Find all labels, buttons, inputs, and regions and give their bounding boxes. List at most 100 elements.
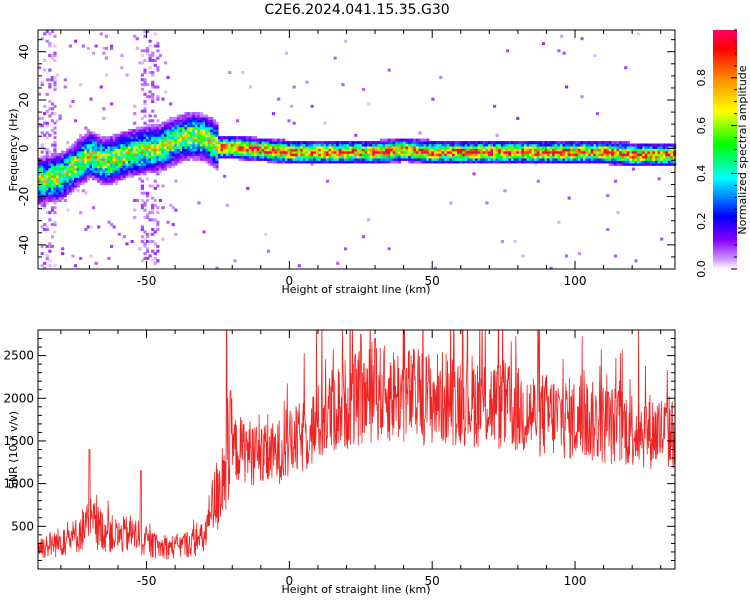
- spectrogram-cell: [436, 145, 440, 149]
- spectrogram-cell: [182, 153, 186, 157]
- spectrogram-cell: [125, 153, 129, 157]
- spectrogram-cell: [390, 138, 394, 142]
- spectrogram-cell: [521, 143, 525, 147]
- spectrogram-cell: [146, 153, 150, 157]
- spectrogram-cell: [43, 179, 47, 183]
- spectrogram-cell: [269, 153, 273, 157]
- spectrogram-cell: [133, 143, 137, 147]
- spectrogram-cell: [305, 80, 309, 84]
- spectrogram-cell: [156, 170, 160, 174]
- spectrogram-cell: [215, 266, 219, 270]
- spectrogram-cell: [153, 138, 157, 142]
- spectrogram-cell: [151, 150, 155, 154]
- spectrogram-cell: [228, 141, 232, 145]
- spectrogram-cell: [156, 129, 160, 133]
- spectrogram-cell: [156, 97, 160, 101]
- spectrogram-cell: [485, 155, 489, 159]
- spectrogram-cell: [112, 143, 116, 147]
- spectrogram-cell: [238, 141, 242, 145]
- spectrogram-cell: [292, 145, 296, 149]
- spectrogram-cell: [320, 143, 324, 147]
- spectrogram-cell: [511, 155, 515, 159]
- spectrogram-cell: [575, 160, 579, 164]
- spectrogram-cell: [171, 121, 175, 125]
- spectrogram-cell: [169, 143, 173, 147]
- spectrogram-cell: [138, 155, 142, 159]
- spectrogram-cell: [207, 153, 211, 157]
- spectrogram-cell: [166, 220, 170, 224]
- spectrogram-cell: [621, 155, 625, 159]
- spectrogram-cell: [179, 145, 183, 149]
- spectrogram-cell: [626, 143, 630, 147]
- spectrogram-cell: [71, 172, 75, 176]
- spectrogram-cell: [66, 179, 70, 183]
- spectrogram-cell: [158, 199, 162, 203]
- spectrogram-cell: [151, 208, 155, 212]
- spectrogram-cell: [421, 150, 425, 154]
- spectrogram-cell: [140, 143, 144, 147]
- spectrogram-cell: [351, 145, 355, 149]
- spectrogram-cell: [572, 150, 576, 154]
- spectrogram-cell: [428, 153, 432, 157]
- spectrogram-cell: [467, 155, 471, 159]
- spectrogram-cell: [637, 157, 641, 161]
- spectrogram-cell: [446, 141, 450, 145]
- spectrogram-cell: [554, 150, 558, 154]
- spectrogram-cell: [148, 184, 152, 188]
- spectrogram-cell: [192, 153, 196, 157]
- spectrogram-cell: [45, 131, 49, 135]
- spectrogram-cell: [207, 143, 211, 147]
- spectrogram-cell: [79, 256, 83, 260]
- spectrogram-cell: [500, 148, 504, 152]
- spectrogram-cell: [133, 160, 137, 164]
- spectrogram-cell: [297, 143, 301, 147]
- spectrogram-cell: [140, 138, 144, 142]
- spectrogram-cell: [102, 172, 106, 176]
- spectrogram-cell: [156, 259, 160, 263]
- spectrogram-cell: [467, 148, 471, 152]
- spectrogram-cell: [179, 121, 183, 125]
- spectrogram-cell: [207, 136, 211, 140]
- spectrogram-cell: [176, 133, 180, 137]
- spectrogram-cell: [238, 136, 242, 140]
- spectrogram-cell: [194, 119, 198, 123]
- spectrogram-cell: [104, 141, 108, 145]
- spectrogram-cell: [135, 167, 139, 171]
- spectrogram-cell: [164, 126, 168, 130]
- spectrogram-cell: [495, 145, 499, 149]
- spectrogram-cell: [53, 184, 57, 188]
- spectrogram-cell: [86, 177, 90, 181]
- spectrogram-cell: [454, 160, 458, 164]
- spectrogram-cell: [611, 153, 615, 157]
- spectrogram-cell: [279, 145, 283, 149]
- spectrogram-cell: [544, 148, 548, 152]
- spectrogram-cell: [50, 54, 55, 58]
- spectrogram-cell: [292, 150, 296, 154]
- spectrogram-cell: [621, 145, 625, 149]
- spectrogram-cell: [156, 126, 160, 130]
- spectrogram-cell: [81, 182, 85, 186]
- spectrogram-cell: [84, 153, 88, 157]
- spectrogram-cell: [307, 150, 312, 154]
- spectrogram-cell: [174, 129, 178, 133]
- spectrogram-cell: [207, 129, 211, 133]
- spectrogram-cell: [505, 150, 510, 154]
- spectrogram-cell: [552, 160, 556, 164]
- spectrogram-cell: [58, 199, 62, 203]
- spectrogram-cell: [92, 162, 96, 166]
- spectrogram-cell: [333, 157, 337, 161]
- spectrogram-cell: [148, 44, 152, 48]
- spectrogram-cell: [194, 136, 198, 140]
- spectrogram-cell: [629, 150, 633, 154]
- spectrogram-cell: [151, 100, 155, 104]
- spectrogram-cell: [423, 145, 427, 149]
- spectrogram-cell: [647, 155, 651, 159]
- spectrogram-cell: [58, 167, 62, 171]
- spectrogram-cell: [271, 160, 276, 164]
- spectrogram-cell: [305, 160, 309, 164]
- spectrogram-cell: [541, 153, 546, 157]
- spectrogram-cell: [115, 148, 119, 152]
- spectrogram-cell: [639, 150, 643, 154]
- spectrogram-cell: [97, 177, 101, 181]
- spectrogram-cell: [207, 150, 211, 154]
